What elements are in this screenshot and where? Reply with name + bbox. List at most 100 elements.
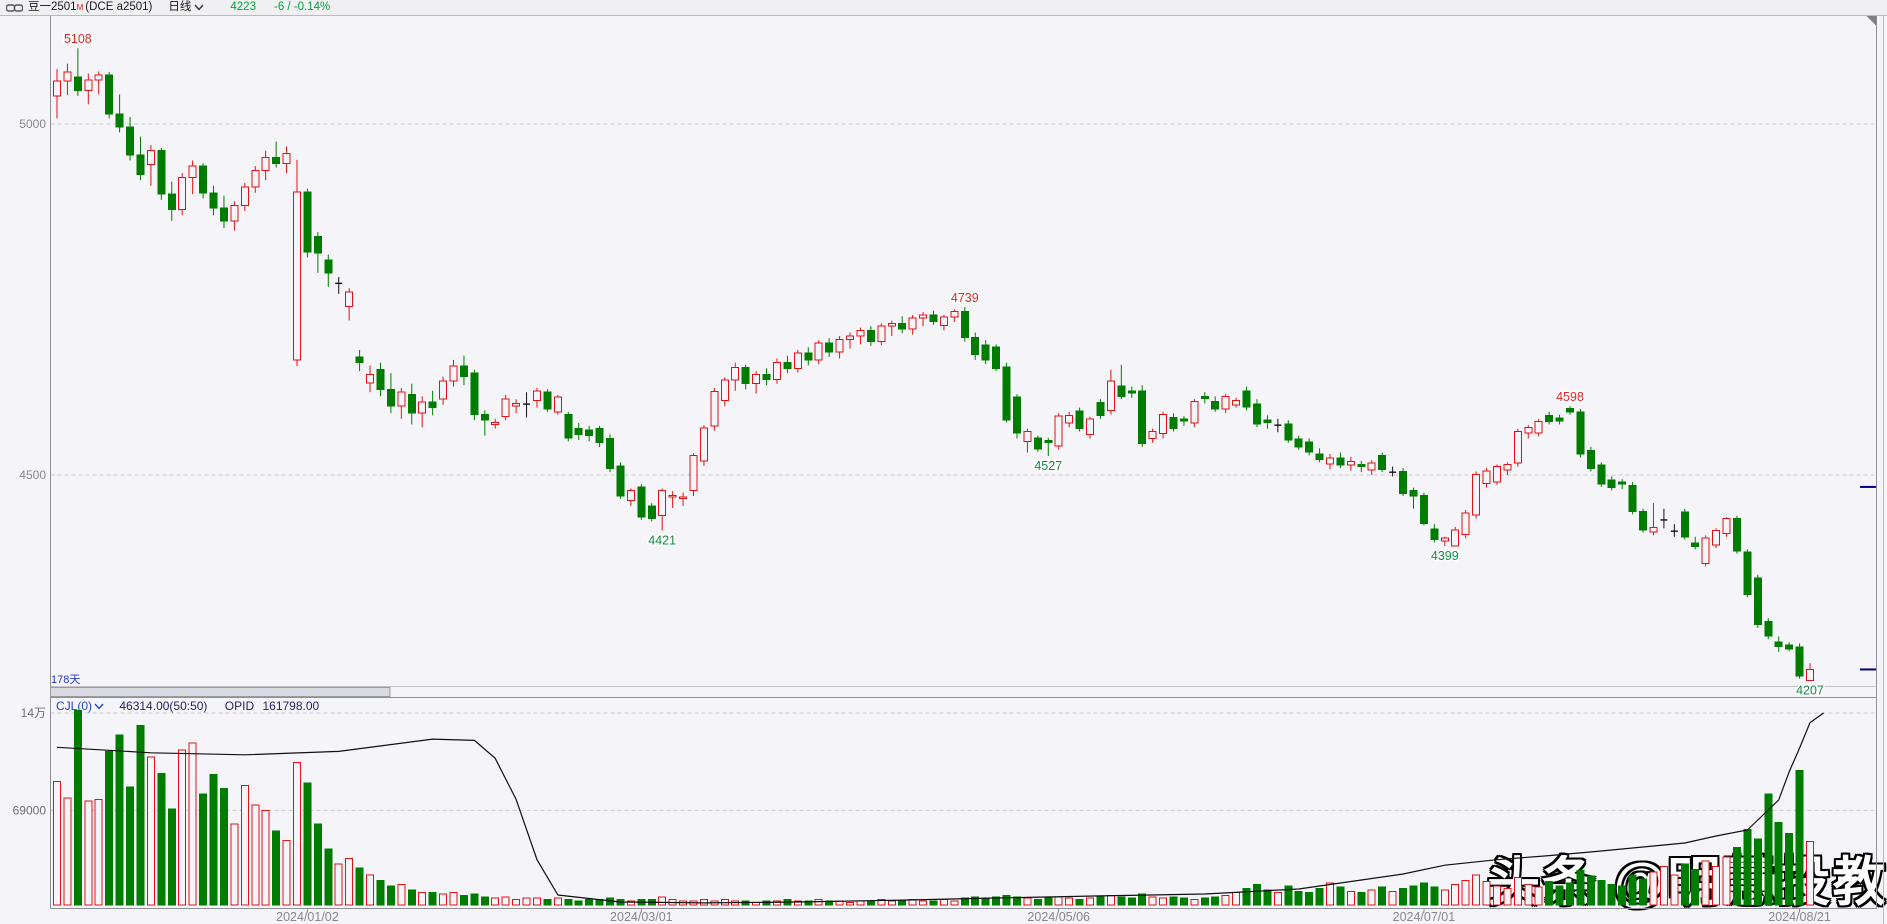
candle-body-down: [1691, 542, 1700, 548]
candle-body-down: [595, 428, 604, 444]
y-axis-label: 4500: [19, 468, 46, 482]
candle-body-up: [1472, 473, 1481, 516]
volume-bar-up: [292, 761, 301, 906]
candle-body-up: [418, 401, 427, 414]
volume-bar-up: [1492, 885, 1501, 906]
candle-body-up: [1461, 512, 1470, 536]
volume-bar-down: [1795, 770, 1804, 906]
candle-body-down: [866, 329, 875, 343]
volume-bar-down: [115, 734, 124, 906]
volume-bar-down: [324, 848, 333, 906]
candle-body-down: [1680, 511, 1689, 538]
candle-body-down: [1743, 551, 1752, 595]
candle-body-down: [136, 154, 145, 176]
candle-body-up: [731, 367, 740, 381]
candle-body-up: [887, 322, 896, 327]
volume-bar-up: [1513, 877, 1522, 906]
open-interest-label: OPID: [224, 699, 255, 713]
indicator-header: CJL(0) 46314.00(50:50) OPID 161798.00: [56, 699, 324, 713]
x-axis-label: 2024/01/02: [276, 910, 339, 924]
candle-body-up: [63, 71, 72, 82]
last-price: 4223: [230, 1, 256, 13]
grid-layer: 5000 4500 14万 69000: [13, 117, 1877, 817]
volume-bar-up: [449, 892, 458, 906]
date-axis-layer: 2024/01/02 2024/03/01 2024/05/06 2024/07/01…: [276, 908, 1831, 924]
candle-body-down: [1357, 463, 1366, 468]
volume-bar-up: [1461, 879, 1470, 906]
volume-bar-up: [282, 840, 291, 906]
candle-body-up: [1232, 400, 1241, 406]
volume-bar-up: [1388, 890, 1397, 906]
volume-bar-up: [1221, 894, 1230, 906]
candle-body-down: [1607, 479, 1616, 489]
candle-body-down: [73, 76, 82, 91]
candle-body-down: [606, 437, 615, 470]
volume-bar-down: [1211, 896, 1220, 906]
candle-body-down: [1430, 528, 1439, 541]
volume-bar-up: [53, 781, 61, 906]
candle-body-down: [1597, 464, 1606, 485]
volume-bar-down: [1096, 896, 1105, 906]
candle-body-down: [992, 346, 1001, 369]
volume-bar-up: [439, 893, 448, 906]
volume-bar-up: [230, 823, 239, 906]
volume-bar-down: [209, 774, 218, 906]
volume-bar-down: [1378, 886, 1387, 906]
candle-body-down: [1305, 441, 1314, 453]
volume-bar-up: [1326, 882, 1335, 906]
candle-body-up: [282, 152, 291, 164]
candle-body-down: [167, 193, 176, 211]
volume-bar-down: [929, 900, 938, 906]
volume-bar-down: [376, 879, 385, 906]
volume-bar-down: [126, 786, 135, 906]
scrollbar-thumb[interactable]: [50, 687, 391, 697]
candle-body-down: [960, 310, 969, 338]
volume-bar-down: [1399, 888, 1408, 906]
volume-bar-down: [1315, 888, 1324, 906]
volume-axis-label: 69000: [13, 803, 47, 817]
volume-bar-up: [939, 899, 948, 906]
candle-body-down: [804, 352, 813, 361]
candle-body-down: [1012, 396, 1021, 434]
volume-bar-down: [355, 867, 364, 906]
candle-body-up: [512, 402, 521, 407]
visible-range-label: 178天: [51, 674, 81, 686]
volume-bar-up: [1273, 892, 1282, 906]
candle-body-up: [1367, 462, 1376, 471]
candle-body-down: [1419, 494, 1428, 524]
candle-body-down: [407, 393, 416, 414]
volume-bar-down: [1785, 833, 1794, 906]
volume-bar-up: [251, 804, 260, 906]
candle-body-down: [324, 259, 333, 274]
volume-bar-up: [1190, 899, 1199, 906]
volume-bar-down: [971, 896, 980, 906]
volume-bar-up: [334, 863, 343, 906]
candle-body-up: [146, 150, 155, 166]
volume-bar-up: [1805, 840, 1814, 906]
volume-bar-down: [303, 782, 312, 906]
volume-bar-down: [866, 900, 875, 906]
volume-bar-down: [564, 899, 573, 906]
candle-body-down: [1284, 423, 1293, 441]
volume-bar-up: [1670, 874, 1679, 906]
candle-body-down: [1294, 438, 1303, 448]
candle-body-up: [1482, 470, 1491, 484]
candle-body-down: [637, 486, 646, 518]
volume-bar-down: [1200, 897, 1209, 906]
candle-body-up: [449, 365, 458, 382]
period-selector[interactable]: 日线: [168, 0, 204, 15]
candle-body-down: [1774, 641, 1783, 647]
y-axis-label: 5000: [19, 117, 46, 131]
volume-bar-down: [1597, 879, 1606, 906]
volume-bar-up: [626, 900, 635, 906]
volume-bar-down: [1566, 882, 1575, 906]
high-price-label: 5108: [64, 32, 92, 46]
volume-bar-up: [240, 785, 249, 906]
volume-bar-up: [1701, 860, 1710, 906]
volume-bar-down: [1409, 885, 1418, 906]
candle-body-up: [532, 390, 541, 402]
volume-bar-down: [407, 889, 416, 906]
candle-body-up: [877, 325, 886, 343]
indicator-selector[interactable]: CJL(0): [56, 699, 104, 713]
